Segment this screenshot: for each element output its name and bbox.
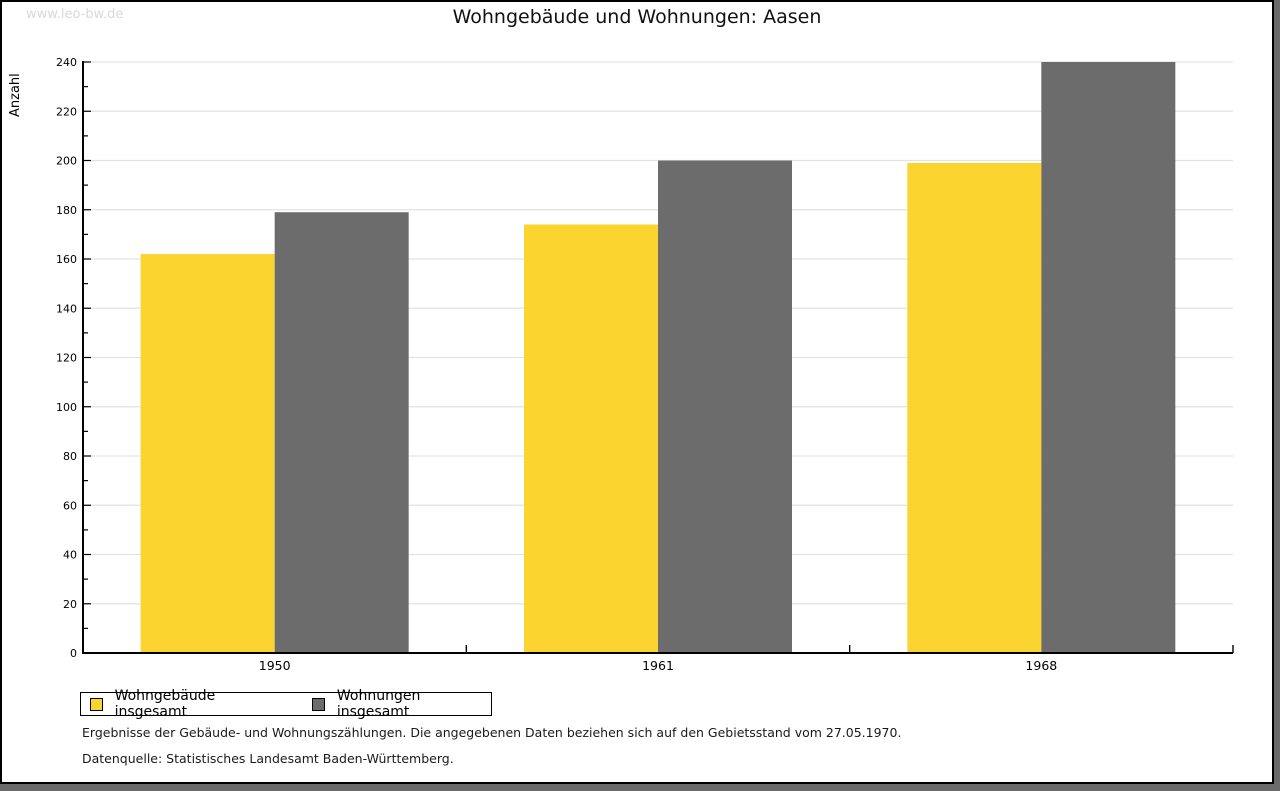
bar-wohnungen-insgesamt-1961	[658, 160, 792, 653]
bar-chart-plot: 1950 1961 1968 0 20 40 60 80 100 120 140 160 180 200 2…	[56, 56, 1234, 673]
y-tick-label-20: 20	[63, 598, 77, 611]
legend-swatch-wohnungen	[312, 697, 325, 711]
y-tick-label-160: 160	[56, 253, 77, 266]
footnote-line1: Ergebnisse der Gebäude- und Wohnungszähl…	[82, 725, 902, 740]
watermark: www.leo-bw.de	[26, 7, 124, 22]
bar-wohngeb-ude-insgesamt-1961	[524, 224, 658, 653]
y-tick-label-140: 140	[56, 302, 77, 315]
y-tick-label-40: 40	[63, 549, 77, 562]
legend-item-wohnungen: Wohnungen insgesamt	[312, 688, 491, 720]
y-tick-label-0: 0	[70, 647, 77, 660]
y-tick-label-80: 80	[63, 450, 77, 463]
legend-label-wohngebaeude: Wohngebäude insgesamt	[114, 688, 216, 720]
x-tick-label-1961: 1961	[642, 658, 674, 673]
bar-wohnungen-insgesamt-1968	[1041, 62, 1176, 653]
legend: Wohngebäude insgesamt Wohnungen insgesam…	[80, 688, 492, 720]
chart-title: Wohngebäude und Wohnungen: Aasen	[452, 6, 822, 28]
bar-wohnungen-insgesamt-1950	[274, 212, 409, 653]
y-tick-label-200: 200	[56, 155, 77, 168]
bar-wohngeb-ude-insgesamt-1950	[140, 254, 275, 653]
y-tick-label-100: 100	[56, 401, 77, 414]
x-tick-label-1950: 1950	[259, 658, 291, 673]
bar-wohngeb-ude-insgesamt-1968	[907, 162, 1042, 653]
y-tick-label-220: 220	[56, 105, 77, 118]
legend-item-wohngebaeude: Wohngebäude insgesamt	[90, 688, 285, 720]
y-tick-label-120: 120	[56, 352, 77, 365]
y-tick-label-180: 180	[56, 204, 77, 217]
legend-swatch-wohngebaeude	[90, 697, 103, 711]
legend-label-wohnungen: Wohnungen insgesamt	[336, 688, 421, 720]
footnote-line2: Datenquelle: Statistisches Landesamt Bad…	[82, 751, 454, 766]
y-tick-label-240: 240	[56, 56, 77, 69]
x-tick-label-1968: 1968	[1025, 658, 1057, 673]
y-tick-label-60: 60	[63, 499, 77, 512]
